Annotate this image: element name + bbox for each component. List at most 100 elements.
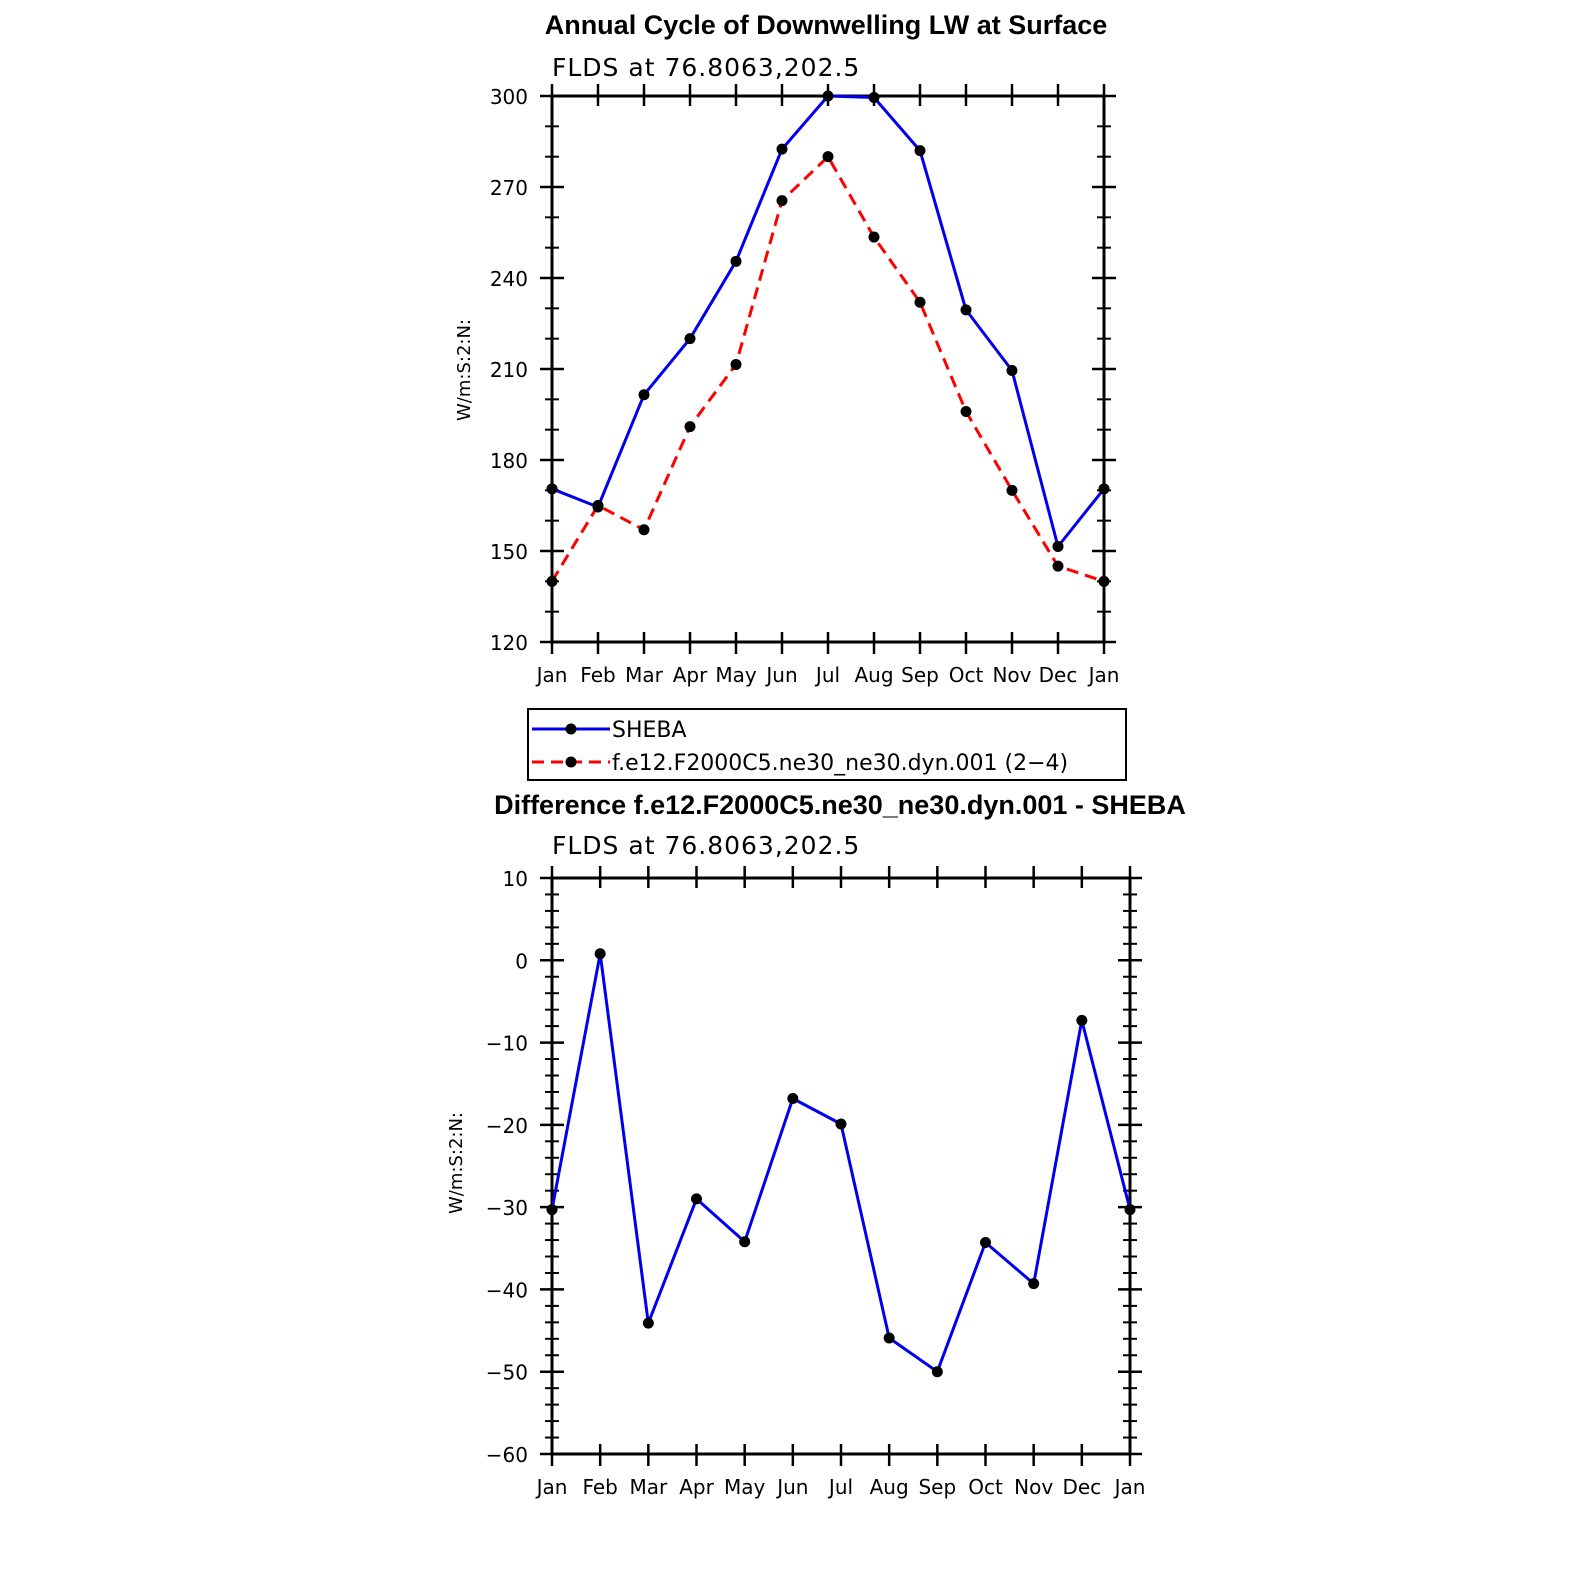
legend-entry-model: f.e12.F2000C5.ne30_ne30.dyn.001 (2−4) [532, 751, 1068, 776]
y-tick-label: 270 [490, 176, 528, 200]
legend-label-sheba: SHEBA [612, 718, 687, 743]
legend-box [527, 708, 1127, 781]
data-point [1076, 1014, 1088, 1026]
y-tick-label: 0 [515, 949, 528, 973]
legend-marker-sheba [565, 723, 577, 735]
data-point [776, 195, 788, 207]
y-tick-label: 180 [490, 449, 528, 473]
data-point [1006, 484, 1018, 496]
x-tick-label: May [715, 663, 757, 687]
axis-ticks [540, 84, 1116, 654]
x-tick-label: Mar [625, 663, 664, 687]
data-point [1052, 560, 1064, 572]
data-point [776, 143, 788, 155]
data-point [691, 1193, 702, 1205]
data-point [835, 1118, 847, 1130]
data-point [787, 1093, 799, 1105]
x-tick-label: Nov [1014, 1475, 1053, 1499]
x-tick-label: Aug [870, 1475, 909, 1499]
difference-chart: Difference f.e12.F2000C5.ne30_ne30.dyn.0… [446, 790, 1186, 1499]
chart-subtitle: FLDS at 76.8063,202.5 [552, 831, 860, 860]
y-tick-label: 210 [490, 358, 528, 382]
data-point [684, 421, 696, 433]
plot-frame [550, 876, 1132, 1456]
data-point [1028, 1278, 1040, 1290]
data-point [1124, 1204, 1136, 1216]
y-axis-label: W/m:S:2:N: [446, 1112, 467, 1214]
x-tick-label: Dec [1039, 663, 1078, 687]
x-tick-label: May [724, 1475, 766, 1499]
data-point [1098, 483, 1110, 495]
data-point [868, 92, 880, 104]
data-point [594, 948, 606, 960]
data-point [1098, 575, 1110, 587]
x-tick-label: Jul [827, 1475, 853, 1499]
series-layer [546, 90, 1110, 587]
x-tick-label: Jun [775, 1475, 808, 1499]
data-point [638, 389, 650, 401]
x-tick-label: Nov [992, 663, 1031, 687]
data-point [960, 304, 972, 316]
y-tick-label: −50 [486, 1361, 528, 1385]
x-tick-label: Jan [535, 1475, 568, 1499]
legend-entry-sheba: SHEBA [532, 718, 687, 743]
data-point [638, 524, 650, 536]
x-tick-label: Dec [1062, 1475, 1101, 1499]
x-tick-labels: Jan Feb Mar Apr May Jun Jul Aug Sep Oct Nov Dec Jan [535, 663, 1120, 687]
x-tick-label: Oct [968, 1475, 1003, 1499]
legend: SHEBA f.e12.F2000C5.ne30_ne30.dyn.001 (2… [527, 708, 1127, 781]
chart-subtitle: FLDS at 76.8063,202.5 [552, 53, 860, 82]
series-line [550, 155, 1105, 583]
y-tick-label: 150 [490, 540, 528, 564]
axis-ticks [540, 866, 1142, 1466]
y-tick-label: −40 [486, 1278, 528, 1302]
x-tick-labels: Jan Feb Mar Apr May Jun Jul Aug Sep Oct Nov Dec Jan [535, 1475, 1146, 1499]
data-point [739, 1236, 751, 1248]
data-point [960, 405, 972, 417]
x-tick-label: Mar [629, 1475, 668, 1499]
data-point [546, 575, 558, 587]
x-tick-label: Aug [854, 663, 893, 687]
x-tick-label: Jan [535, 663, 568, 687]
series-line [551, 94, 1106, 548]
data-point [883, 1332, 895, 1344]
annual-cycle-chart: Annual Cycle of Downwelling LW at Surfac… [454, 10, 1119, 687]
y-tick-label: −20 [486, 1114, 528, 1138]
x-tick-label: Sep [901, 663, 939, 687]
x-tick-label: Apr [679, 1475, 714, 1499]
x-tick-label: Apr [673, 663, 708, 687]
chart-title: Difference f.e12.F2000C5.ne30_ne30.dyn.0… [494, 790, 1186, 820]
chart-title: Annual Cycle of Downwelling LW at Surfac… [545, 10, 1108, 40]
data-point [914, 296, 926, 308]
data-point [1006, 365, 1018, 377]
data-point [730, 358, 742, 370]
y-tick-label: 240 [490, 267, 528, 291]
data-point [592, 500, 604, 511]
x-tick-label: Jun [764, 663, 797, 687]
data-point [980, 1237, 991, 1249]
y-axis-label: W/m:S:2:N: [454, 319, 475, 421]
x-tick-label: Jan [1113, 1475, 1146, 1499]
series-layer [546, 948, 1136, 1378]
legend-label-model: f.e12.F2000C5.ne30_ne30.dyn.001 (2−4) [612, 751, 1068, 776]
data-point [730, 255, 742, 267]
data-point [1052, 540, 1064, 552]
plot-frame [550, 94, 1106, 644]
data-point [914, 145, 926, 157]
data-point [684, 333, 696, 345]
series-line [550, 952, 1132, 1374]
data-point [822, 151, 834, 163]
data-point [931, 1366, 943, 1378]
data-point [546, 483, 558, 495]
y-tick-label: −10 [486, 1032, 528, 1056]
y-tick-labels: 120 150 180 210 240 270 300 [490, 85, 528, 655]
data-point [642, 1317, 654, 1329]
x-tick-label: Oct [949, 663, 984, 687]
y-tick-labels: −60 −50 −40 −30 −20 −10 0 10 [486, 867, 528, 1467]
x-tick-label: Feb [580, 663, 615, 687]
x-tick-label: Jul [814, 663, 840, 687]
y-tick-label: 300 [490, 85, 528, 109]
y-tick-label: 10 [503, 867, 528, 891]
data-point [546, 1204, 558, 1216]
